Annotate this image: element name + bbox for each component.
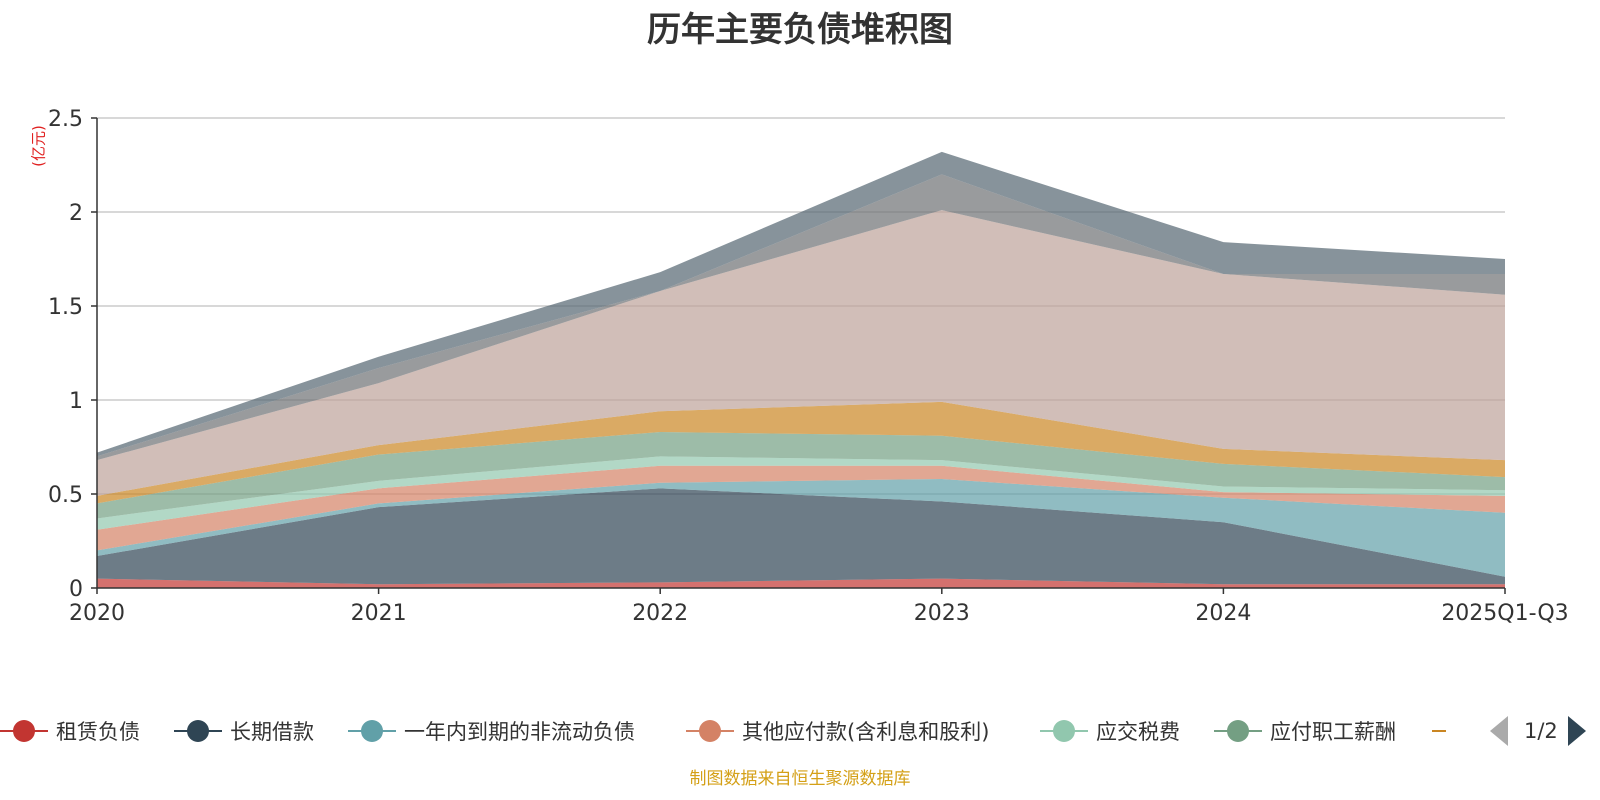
x-tick-label: 2020	[69, 601, 125, 626]
legend-dot	[361, 720, 383, 742]
legend-dot	[699, 720, 721, 742]
legend-page-indicator: 1/2	[1524, 719, 1558, 743]
legend-label: 长期借款	[230, 720, 314, 744]
area-series-7	[97, 210, 1505, 496]
legend-pager: 1/2	[1490, 714, 1600, 748]
y-tick-label: 1.5	[48, 295, 83, 320]
legend: 租赁负债 长期借款 一年内到期的非流动负债 其他应付款(含利息和股利) 应交税费…	[0, 714, 1600, 748]
legend-next-page-icon[interactable]	[1567, 716, 1586, 746]
legend-label: 其他应付款(含利息和股利)	[742, 720, 990, 744]
y-tick-label: 2	[69, 201, 83, 226]
legend-dot	[1227, 720, 1249, 742]
area-series-1	[97, 488, 1505, 585]
y-tick-label: 1	[69, 389, 83, 414]
legend-dot	[1053, 720, 1075, 742]
legend-label: 应付职工薪酬	[1270, 720, 1396, 744]
x-tick-label: 2023	[914, 601, 970, 626]
chart-area: 0 0.5 1 1.5 2 2.5 2020 2021 2022 2023 2024 2025Q1-Q…	[48, 107, 1569, 626]
legend-dot	[13, 720, 35, 742]
legend-item-taxes-payable[interactable]: 应交税费	[1040, 714, 1180, 748]
chart-title: 历年主要负债堆积图	[647, 10, 953, 50]
y-tick-label: 0	[69, 577, 83, 602]
y-tick-label: 2.5	[48, 107, 83, 132]
legend-label: 租赁负债	[56, 720, 140, 744]
data-source-footer: 制图数据来自恒生聚源数据库	[689, 769, 911, 789]
y-tick-label: 0.5	[48, 483, 83, 508]
legend-label: 一年内到期的非流动负债	[404, 720, 635, 744]
x-tick-label: 2022	[632, 601, 688, 626]
legend-truncated-marker	[1432, 730, 1446, 732]
area-series-2	[97, 478, 1505, 577]
area-series-9	[97, 151, 1505, 457]
x-tick-label: 2024	[1195, 601, 1251, 626]
area-series-0	[97, 578, 1505, 588]
area-series-5	[97, 431, 1505, 519]
legend-item-lease-liability[interactable]: 租赁负债	[0, 714, 140, 748]
legend-prev-page-icon[interactable]	[1490, 716, 1508, 746]
legend-label: 应交税费	[1096, 720, 1180, 744]
legend-item-truncated[interactable]	[1432, 714, 1446, 748]
legend-dot	[187, 720, 209, 742]
legend-item-employee-pay[interactable]: 应付职工薪酬	[1214, 714, 1396, 748]
legend-item-other-payables[interactable]: 其他应付款(含利息和股利)	[686, 714, 989, 748]
area-series-3	[97, 465, 1505, 551]
legend-item-long-term-loans[interactable]: 长期借款	[174, 714, 314, 748]
x-tick-label: 2021	[351, 601, 407, 626]
x-tick-label: 2025Q1-Q3	[1441, 601, 1568, 626]
area-series-6	[97, 401, 1505, 504]
legend-item-current-portion-noncurrent[interactable]: 一年内到期的非流动负债	[348, 714, 635, 748]
